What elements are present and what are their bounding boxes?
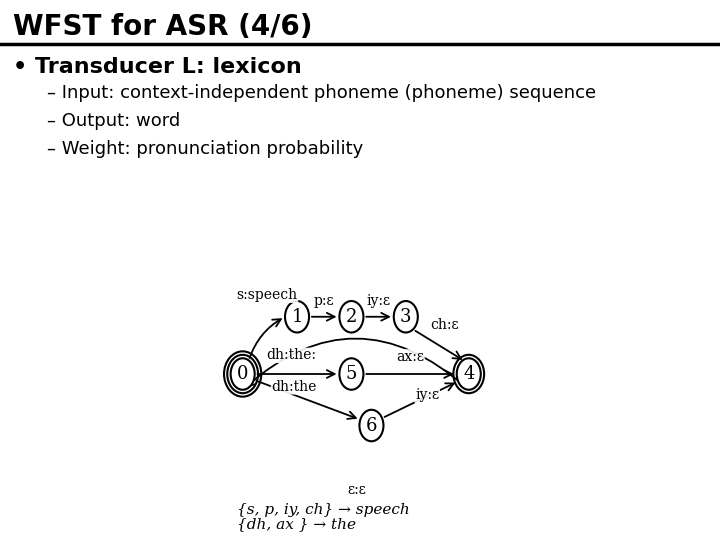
- Ellipse shape: [394, 301, 418, 333]
- Text: iy:ε: iy:ε: [415, 388, 439, 402]
- FancyArrowPatch shape: [312, 313, 335, 321]
- Text: 0: 0: [237, 365, 248, 383]
- Text: 4: 4: [463, 365, 474, 383]
- Text: s:speech: s:speech: [236, 288, 297, 302]
- Text: 5: 5: [346, 365, 357, 383]
- Ellipse shape: [339, 358, 364, 390]
- Text: iy:ε: iy:ε: [366, 294, 391, 308]
- Ellipse shape: [230, 358, 255, 390]
- Text: 6: 6: [366, 416, 377, 435]
- Ellipse shape: [456, 358, 481, 390]
- Text: {dh, ax } → the: {dh, ax } → the: [237, 517, 356, 531]
- Ellipse shape: [285, 301, 309, 333]
- Text: {s, p, iy, ch} → speech: {s, p, iy, ch} → speech: [237, 503, 410, 517]
- FancyArrowPatch shape: [256, 381, 356, 419]
- Text: dh:the: dh:the: [271, 380, 317, 394]
- Text: 2: 2: [346, 308, 357, 326]
- Ellipse shape: [359, 410, 384, 441]
- Text: dh:the:: dh:the:: [266, 348, 316, 362]
- FancyArrowPatch shape: [384, 383, 454, 417]
- FancyArrowPatch shape: [415, 331, 461, 359]
- Text: p:ε: p:ε: [314, 294, 335, 308]
- Text: ax:ε: ax:ε: [396, 350, 424, 364]
- Text: 1: 1: [292, 308, 303, 326]
- Text: – Weight: pronunciation probability: – Weight: pronunciation probability: [47, 140, 363, 158]
- Text: • Transducer L: lexicon: • Transducer L: lexicon: [13, 57, 302, 77]
- Text: – Output: word: – Output: word: [47, 112, 180, 130]
- Text: ch:ε: ch:ε: [430, 319, 459, 332]
- Text: ε:ε: ε:ε: [348, 483, 366, 497]
- FancyArrowPatch shape: [258, 370, 335, 378]
- FancyArrowPatch shape: [250, 319, 281, 358]
- FancyArrowPatch shape: [366, 370, 452, 378]
- Ellipse shape: [339, 301, 364, 333]
- FancyArrowPatch shape: [246, 339, 467, 388]
- FancyArrowPatch shape: [366, 313, 389, 321]
- Text: – Input: context-independent phoneme (phoneme) sequence: – Input: context-independent phoneme (ph…: [47, 84, 596, 102]
- Text: WFST for ASR (4/6): WFST for ASR (4/6): [13, 14, 312, 42]
- Text: 3: 3: [400, 308, 412, 326]
